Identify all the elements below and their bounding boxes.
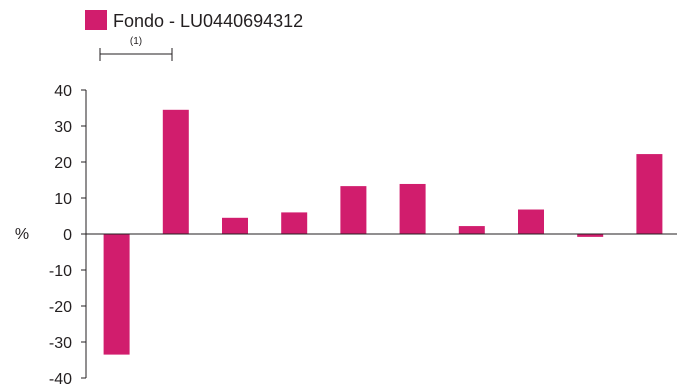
- bar: [281, 212, 308, 234]
- y-tick-label: 40: [54, 83, 72, 100]
- y-tick-label: -40: [49, 371, 72, 388]
- bar: [222, 217, 248, 234]
- y-tick-label: -10: [49, 263, 72, 280]
- y-axis-ticks: 40 30 20 10 0 -10 -20 -30 -40: [49, 83, 86, 388]
- y-tick-label: 20: [54, 155, 72, 172]
- bar: [340, 186, 367, 234]
- bar: [577, 234, 604, 237]
- y-tick-label: 10: [54, 191, 72, 208]
- bar: [458, 226, 485, 234]
- annotation-label: (1): [130, 36, 142, 47]
- annotation-bracket: [99, 48, 173, 61]
- y-axis-label: %: [15, 226, 29, 243]
- bar: [636, 154, 663, 234]
- bar: [162, 109, 189, 234]
- y-tick-label: -20: [49, 299, 72, 316]
- legend-swatch: [85, 10, 107, 30]
- bar: [103, 234, 130, 355]
- bar: [518, 209, 544, 234]
- bar: [399, 183, 426, 234]
- legend-label: Fondo - LU0440694312: [113, 11, 303, 31]
- bars: [103, 109, 663, 355]
- y-tick-label: 0: [63, 227, 72, 244]
- y-tick-label: 30: [54, 119, 72, 136]
- y-tick-label: -30: [49, 335, 72, 352]
- legend: Fondo - LU0440694312: [85, 10, 303, 31]
